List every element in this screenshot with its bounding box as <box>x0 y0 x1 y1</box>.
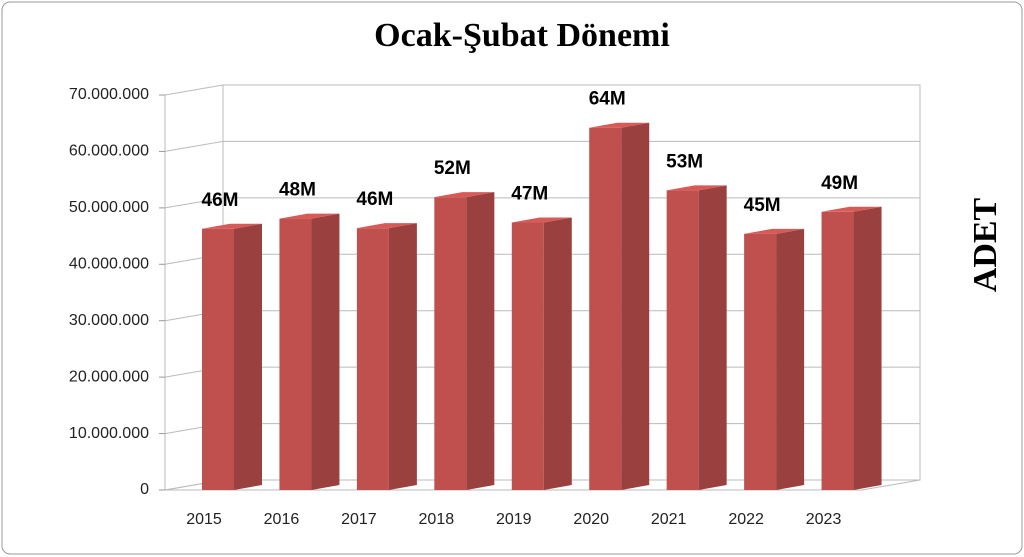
bar-top <box>744 228 805 234</box>
value-label: 47M <box>511 184 548 205</box>
value-label: 53M <box>666 151 703 172</box>
bar-front <box>821 211 854 491</box>
y-tick-label: 40.000.000 <box>69 256 149 273</box>
bar-side <box>234 223 262 490</box>
bar-top <box>821 206 882 212</box>
bar-side <box>311 213 340 491</box>
bar-side <box>466 192 495 490</box>
bar-side <box>776 228 805 491</box>
y-tick-label: 50.000.000 <box>69 199 149 216</box>
bar-top <box>202 223 262 229</box>
value-label: 52M <box>434 158 471 179</box>
grid-line <box>164 84 920 96</box>
y-axis-label: ADET <box>967 197 1004 292</box>
bar-front <box>356 228 389 490</box>
bar-top <box>434 192 495 198</box>
x-tick-label: 2018 <box>419 511 455 528</box>
value-label: 48M <box>279 180 316 201</box>
value-label: 64M <box>589 89 626 110</box>
bar-top <box>666 185 727 191</box>
y-tick-label: 20.000.000 <box>69 368 149 385</box>
x-tick-label: 2019 <box>496 511 532 528</box>
bar-side <box>543 217 572 490</box>
y-tick-label: 60.000.000 <box>69 143 149 160</box>
x-tick-label: 2021 <box>651 511 687 528</box>
chart-title: Ocak-Şubat Dönemi <box>374 17 670 54</box>
bar-front <box>279 218 312 491</box>
bar-top <box>589 122 650 128</box>
x-tick-label: 2015 <box>186 511 222 528</box>
bar-front <box>744 233 777 491</box>
value-label: 49M <box>821 173 858 194</box>
x-tick-label: 2023 <box>806 511 842 528</box>
bar-side <box>388 223 417 490</box>
y-tick-label: 30.000.000 <box>69 312 149 329</box>
value-label: 46M <box>202 190 239 211</box>
grid-line <box>164 140 920 152</box>
x-tick-label: 2016 <box>264 511 300 528</box>
bar-front <box>202 228 234 490</box>
value-label: 46M <box>356 189 393 210</box>
bar-top <box>511 217 572 223</box>
x-tick-label: 2022 <box>728 511 764 528</box>
y-tick-label: 0 <box>140 481 149 498</box>
y-tick-label: 10.000.000 <box>69 425 149 442</box>
bar-side <box>853 206 882 491</box>
bar-front <box>434 197 467 490</box>
bar-front <box>666 190 699 490</box>
y-tick-label: 70.000.000 <box>69 86 149 103</box>
value-label: 45M <box>744 195 781 216</box>
x-tick-label: 2020 <box>573 511 609 528</box>
bar-top <box>279 213 340 219</box>
bar-front <box>589 127 622 490</box>
bar-front <box>511 222 544 490</box>
x-tick-label: 2017 <box>341 511 377 528</box>
bar-side <box>621 122 650 490</box>
bar-side <box>698 185 727 490</box>
bar-top <box>356 223 417 229</box>
